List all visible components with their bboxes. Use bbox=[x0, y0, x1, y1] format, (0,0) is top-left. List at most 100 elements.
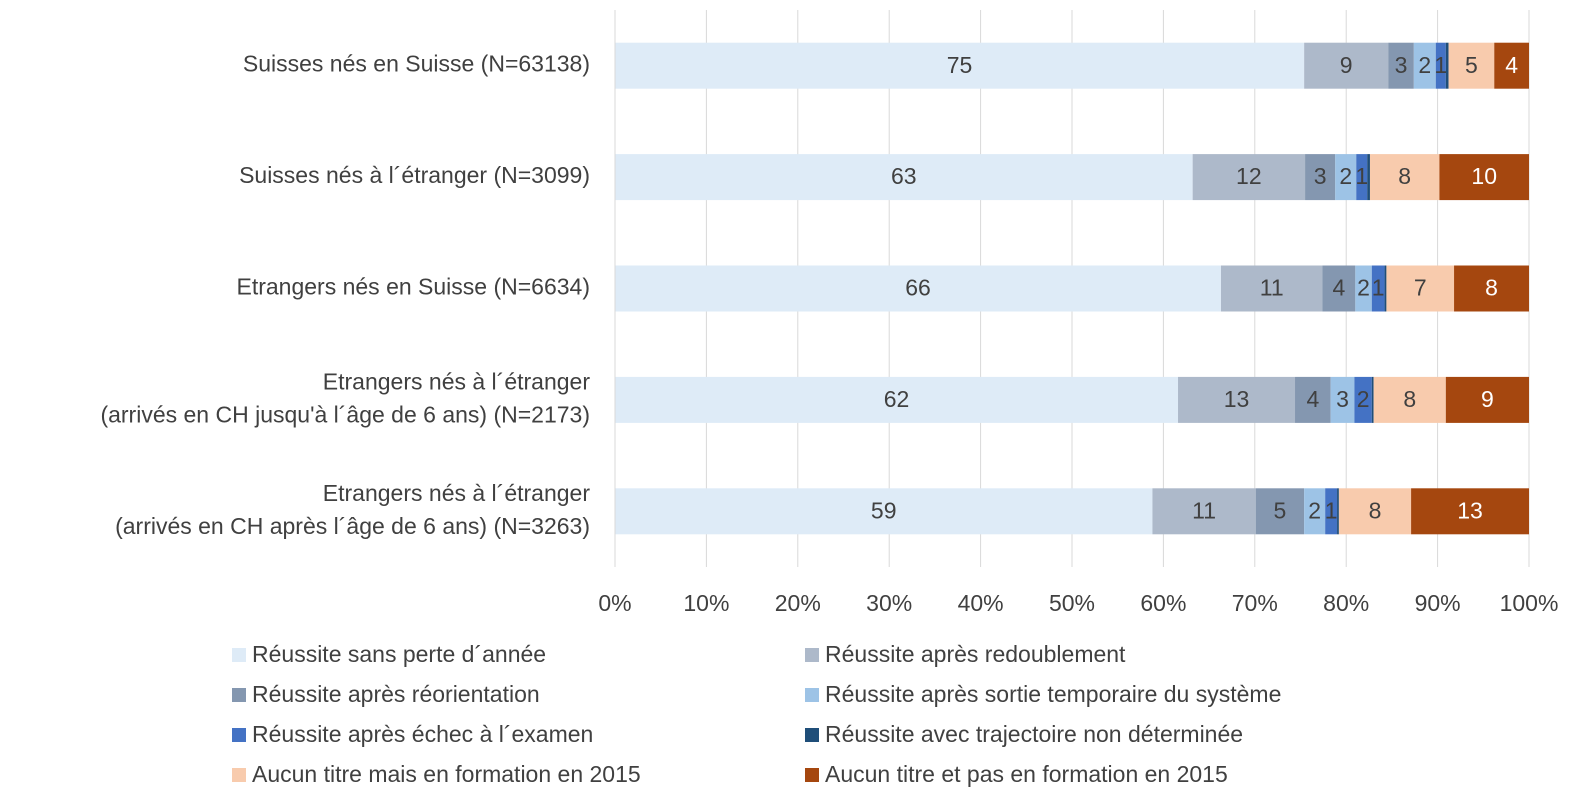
bar-segment bbox=[1411, 488, 1529, 535]
bar-segment bbox=[1388, 42, 1414, 89]
bar-segment bbox=[615, 154, 1193, 201]
bar-segment bbox=[1448, 42, 1495, 89]
data-label: 63 bbox=[891, 163, 917, 189]
data-label: 5 bbox=[1465, 52, 1478, 78]
data-label: 4 bbox=[1332, 275, 1345, 301]
data-label: 2 bbox=[1418, 52, 1431, 78]
bar-segment bbox=[1373, 376, 1446, 423]
legend-label: Réussite après échec à l´examen bbox=[252, 721, 593, 747]
data-label: 1 bbox=[1372, 275, 1385, 301]
bar-segment bbox=[1454, 265, 1529, 312]
legend-swatch bbox=[232, 688, 246, 702]
bar-segment bbox=[1337, 488, 1339, 535]
legend-label: Aucun titre mais en formation en 2015 bbox=[252, 761, 641, 787]
bar-segment bbox=[615, 265, 1221, 312]
bar-segment bbox=[1295, 376, 1331, 423]
data-label: 1 bbox=[1434, 52, 1447, 78]
bar-segment bbox=[1304, 488, 1326, 535]
bar-segment bbox=[1255, 488, 1305, 535]
y-tick-label: Suisses nés en Suisse (N=63138) bbox=[243, 51, 590, 77]
bar-segment bbox=[1354, 376, 1372, 423]
data-label: 3 bbox=[1395, 52, 1408, 78]
bar-segment bbox=[1371, 265, 1385, 312]
bar-segment bbox=[1413, 42, 1436, 89]
data-label: 11 bbox=[1192, 497, 1216, 523]
bar-segment bbox=[1220, 265, 1323, 312]
data-label: 5 bbox=[1274, 497, 1287, 523]
x-tick-label: 80% bbox=[1323, 590, 1369, 616]
data-label: 9 bbox=[1481, 386, 1494, 412]
x-tick-label: 60% bbox=[1140, 590, 1186, 616]
data-label: 2 bbox=[1357, 275, 1370, 301]
bar-segment bbox=[1325, 488, 1338, 535]
x-tick-label: 0% bbox=[598, 590, 631, 616]
x-tick-label: 100% bbox=[1500, 590, 1559, 616]
bar-segment bbox=[1445, 376, 1529, 423]
data-label: 1 bbox=[1355, 163, 1368, 189]
bar-segment bbox=[1338, 488, 1412, 535]
data-label: 8 bbox=[1398, 163, 1411, 189]
legend-swatch bbox=[232, 768, 246, 782]
data-label: 59 bbox=[871, 497, 897, 523]
x-tick-label: 30% bbox=[866, 590, 912, 616]
data-label: 62 bbox=[884, 386, 910, 412]
bar-segment bbox=[1371, 376, 1374, 423]
bar-segment bbox=[1335, 154, 1357, 201]
bar-segment bbox=[1367, 154, 1370, 201]
legend-label: Réussite après réorientation bbox=[252, 681, 540, 707]
legend-label: Réussite après sortie temporaire du syst… bbox=[825, 681, 1281, 707]
data-label: 13 bbox=[1457, 497, 1483, 523]
data-label: 3 bbox=[1336, 386, 1349, 412]
bar-segment bbox=[1369, 154, 1440, 201]
data-label: 12 bbox=[1236, 163, 1262, 189]
bar-segment bbox=[1494, 42, 1529, 89]
data-label: 3 bbox=[1314, 163, 1327, 189]
data-label: 1 bbox=[1325, 497, 1338, 523]
data-label: 10 bbox=[1471, 163, 1497, 189]
x-tick-label: 50% bbox=[1049, 590, 1095, 616]
bar-segment bbox=[1439, 154, 1529, 201]
data-label: 66 bbox=[905, 275, 931, 301]
data-label: 2 bbox=[1357, 386, 1370, 412]
data-label: 8 bbox=[1369, 497, 1382, 523]
bar-segment bbox=[1356, 154, 1368, 201]
bar-segment bbox=[1386, 265, 1455, 312]
y-tick-label: Etrangers nés à l´étranger (arrivés en CH… bbox=[100, 368, 590, 427]
bar-segment bbox=[1384, 265, 1387, 312]
x-tick-label: 10% bbox=[683, 590, 729, 616]
bar-segment bbox=[1445, 42, 1449, 89]
bar-segment bbox=[1304, 42, 1389, 89]
bar-segment bbox=[1152, 488, 1256, 535]
legend-swatch bbox=[805, 648, 819, 662]
bar-segment bbox=[615, 42, 1305, 89]
legend-swatch bbox=[232, 648, 246, 662]
x-tick-label: 70% bbox=[1232, 590, 1278, 616]
x-tick-label: 20% bbox=[775, 590, 821, 616]
data-label: 2 bbox=[1339, 163, 1352, 189]
data-label: 7 bbox=[1414, 275, 1427, 301]
legend-swatch bbox=[805, 768, 819, 782]
x-tick-label: 90% bbox=[1415, 590, 1461, 616]
legend-swatch bbox=[232, 728, 246, 742]
legend-label: Réussite après redoublement bbox=[825, 641, 1126, 667]
y-tick-label: Etrangers nés en Suisse (N=6634) bbox=[236, 274, 590, 300]
bar-segment bbox=[1330, 376, 1355, 423]
bar-segment bbox=[1355, 265, 1372, 312]
legend-swatch bbox=[805, 688, 819, 702]
legend-label: Réussite sans perte d´année bbox=[252, 641, 546, 667]
bar-segment bbox=[615, 488, 1153, 535]
data-label: 9 bbox=[1340, 52, 1353, 78]
legend-label: Réussite avec trajectoire non déterminée bbox=[825, 721, 1243, 747]
bar-segment bbox=[1305, 154, 1336, 201]
data-label: 75 bbox=[947, 52, 973, 78]
bar-segment bbox=[1322, 265, 1356, 312]
data-label: 8 bbox=[1403, 386, 1416, 412]
legend-swatch bbox=[805, 728, 819, 742]
bar-segment bbox=[1178, 376, 1296, 423]
data-label: 4 bbox=[1505, 52, 1518, 78]
y-tick-label: Suisses nés à l´étranger (N=3099) bbox=[239, 162, 590, 188]
bar-segment bbox=[615, 376, 1179, 423]
data-label: 13 bbox=[1224, 386, 1250, 412]
x-tick-label: 40% bbox=[958, 590, 1004, 616]
legend-label: Aucun titre et pas en formation en 2015 bbox=[825, 761, 1228, 787]
